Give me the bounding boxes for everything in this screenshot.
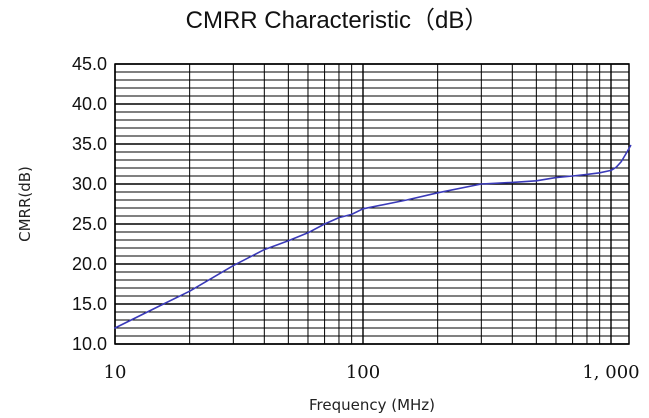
y-tick-label: 25.0 [72, 214, 107, 234]
x-tick-label: 1, 000 [582, 362, 639, 383]
x-axis-ticks: 10 100 1, 000 [104, 362, 640, 383]
x-tick-label: 100 [346, 362, 380, 383]
series-line [114, 144, 632, 329]
plot-frame [114, 63, 630, 345]
chart-title: CMRR Characteristic（dB） [186, 7, 489, 34]
grid-lines [114, 63, 629, 345]
series-layer [114, 144, 632, 329]
x-tick-label: 10 [104, 362, 127, 383]
y-tick-label: 45.0 [72, 54, 107, 74]
y-axis-ticks: 10.0 15.0 20.0 25.0 30.0 35.0 40.0 45.0 [72, 54, 107, 354]
y-tick-label: 40.0 [72, 94, 107, 114]
y-tick-label: 35.0 [72, 134, 107, 154]
y-tick-label: 10.0 [72, 334, 107, 354]
x-axis-label: Frequency (MHz) [309, 396, 435, 414]
y-tick-label: 15.0 [72, 294, 107, 314]
y-axis-label: CMRR(dB) [16, 166, 34, 242]
y-tick-label: 20.0 [72, 254, 107, 274]
y-tick-label: 30.0 [72, 174, 107, 194]
